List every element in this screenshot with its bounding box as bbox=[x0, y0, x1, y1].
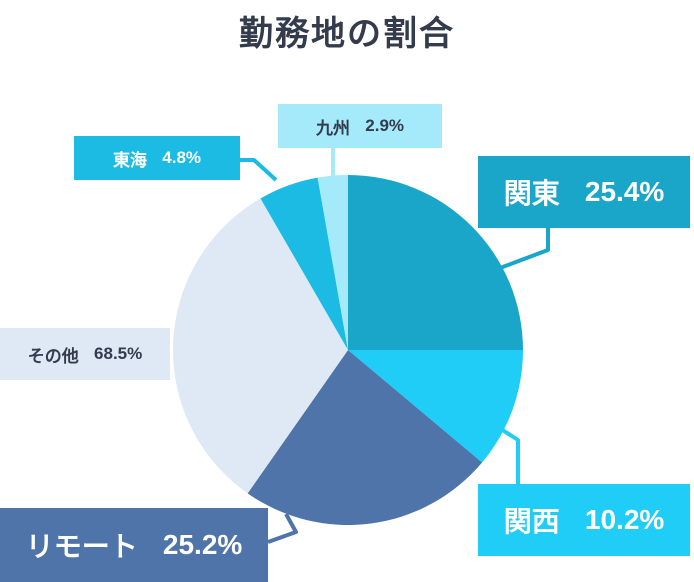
pie-slice-remote bbox=[247, 350, 483, 525]
label-other-value: 68.5% bbox=[94, 344, 143, 363]
label-kanto-name: 関東 bbox=[503, 177, 560, 210]
leader-line-kanto bbox=[499, 228, 550, 270]
label-other-name: その他 bbox=[27, 346, 79, 367]
label-remote-value: 25.2% bbox=[162, 529, 243, 560]
label-kansai-value: 10.2% bbox=[584, 504, 665, 535]
chart-title: 勤務地の割合 bbox=[239, 14, 455, 54]
label-tokai-name: 東海 bbox=[112, 150, 147, 171]
leader-line-remote bbox=[267, 513, 298, 544]
label-remote: リモート 25.2% bbox=[0, 508, 268, 582]
pie-slice-kansai bbox=[348, 350, 523, 463]
label-tokai: 東海 4.8% bbox=[74, 136, 240, 180]
label-kyushu: 九州 2.9% bbox=[278, 104, 442, 148]
label-kanto-value: 25.4% bbox=[584, 176, 665, 207]
label-tokai-value: 4.8% bbox=[162, 148, 202, 167]
label-remote-name: リモート bbox=[25, 530, 138, 563]
pie-slice-kanto bbox=[348, 175, 523, 350]
pie-slice-other bbox=[173, 198, 348, 494]
label-other: その他 68.5% bbox=[0, 328, 170, 380]
label-kansai-name: 関西 bbox=[503, 505, 560, 538]
label-kanto: 関東 25.4% bbox=[478, 156, 690, 228]
label-kyushu-value: 2.9% bbox=[365, 116, 405, 135]
leader-line-tokai bbox=[240, 158, 278, 182]
label-kansai: 関西 10.2% bbox=[478, 484, 690, 556]
leader-line-kansai bbox=[485, 418, 520, 484]
pie-slice-tokai bbox=[260, 177, 348, 350]
pie-slice-kyushu bbox=[317, 175, 348, 350]
label-kyushu-name: 九州 bbox=[315, 118, 350, 139]
